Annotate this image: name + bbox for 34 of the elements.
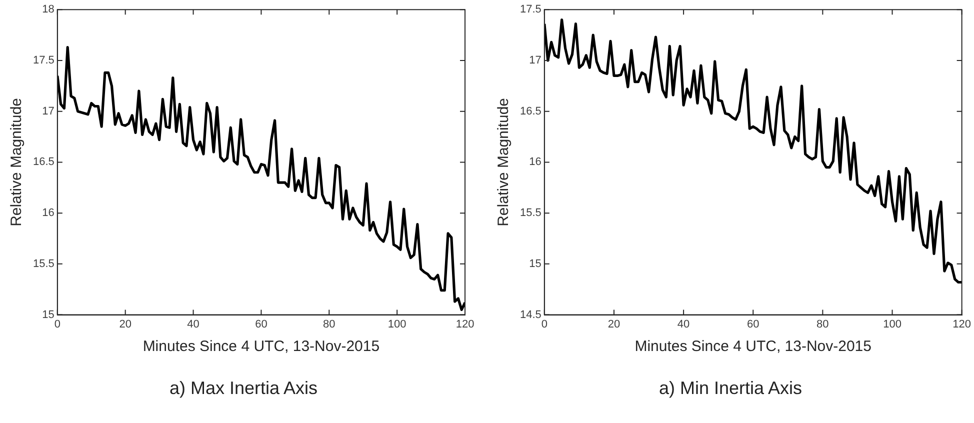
y-tick-label: 14.5 (520, 308, 542, 321)
y-tick-label: 15.5 (520, 207, 542, 220)
y-tick-label: 17.5 (520, 4, 542, 16)
x-tick-label: 120 (456, 318, 474, 330)
x-tick-label: 80 (816, 318, 829, 330)
y-tick-label: 16 (42, 207, 54, 220)
x-tick-label: 0 (541, 318, 548, 330)
y-tick-label: 16 (529, 156, 542, 168)
x-tick-label: 40 (677, 318, 690, 330)
y-tick-label: 17.5 (32, 54, 54, 66)
y-tick-label: 16.5 (520, 105, 542, 118)
x-tick-label: 60 (255, 318, 268, 330)
y-tick-label: 15 (529, 258, 542, 270)
y-tick-label: 17 (42, 105, 54, 118)
x-tick-label: 80 (323, 318, 336, 330)
y-tick-label: 18 (42, 4, 54, 16)
x-axis-title: Minutes Since 4 UTC, 13-Nov-2015 (634, 338, 872, 356)
y-axis-title: Relative Magnitude (8, 98, 26, 226)
x-tick-label: 120 (952, 318, 972, 330)
x-axis-title: Minutes Since 4 UTC, 13-Nov-2015 (142, 338, 380, 356)
y-axis-title: Relative Magnitude (495, 98, 512, 226)
x-tick-label: 20 (119, 318, 132, 330)
x-tick-label: 40 (187, 318, 200, 330)
text: a) Min Inertia Axis (658, 378, 804, 399)
y-tick-label: 15.5 (32, 258, 54, 270)
x-tick-label: 100 (388, 318, 406, 330)
x-tick-label: 60 (746, 318, 760, 330)
x-tick-label: 0 (54, 318, 60, 330)
y-tick-label: 15 (42, 308, 54, 321)
y-tick-label: 16.5 (32, 156, 54, 168)
text: a) Max Inertia Axis (168, 378, 319, 399)
x-tick-label: 100 (883, 318, 902, 330)
y-tick-label: 17 (529, 54, 542, 66)
x-tick-label: 20 (608, 318, 620, 330)
